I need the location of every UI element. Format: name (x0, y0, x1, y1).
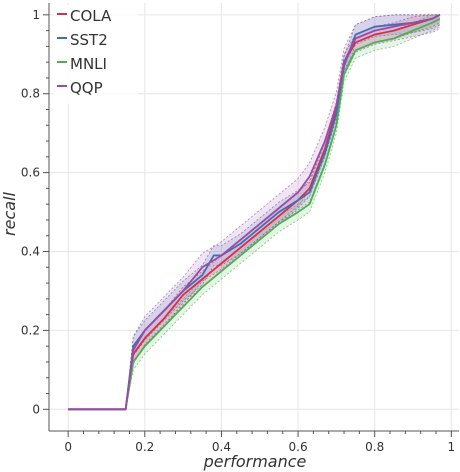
axes (43, 3, 459, 437)
legend: COLA SST2 MNLI QQP (54, 5, 138, 104)
series-line-cola (68, 14, 441, 411)
band-lower-qqp (68, 28, 441, 410)
x-axis-title: performance (203, 452, 307, 471)
y-tick-label-2: 0.4 (21, 245, 40, 259)
legend-label-sst2: SST2 (70, 31, 108, 49)
legend-label-cola: COLA (70, 7, 112, 25)
x-tick-label-2: 0.4 (212, 440, 231, 454)
grid-lines (49, 3, 459, 431)
band-sst2 (68, 14, 440, 410)
series-line-mnli (68, 17, 441, 411)
band-upper-qqp (68, 14, 440, 410)
legend-label-mnli: MNLI (70, 55, 107, 73)
legend-label-qqp: QQP (70, 79, 103, 97)
series-lines (68, 14, 441, 411)
legend-box (54, 5, 138, 104)
x-tick-label-5: 1 (448, 440, 456, 454)
band-upper-mnli (68, 14, 440, 410)
x-tick-label-4: 0.8 (365, 440, 384, 454)
x-tick-label-0: 0 (64, 440, 72, 454)
x-tick-label-3: 0.6 (289, 440, 308, 454)
x-tick-label-1: 0.2 (135, 440, 154, 454)
tick-labels: 0 0.2 0.4 0.6 0.8 1 0 0.2 0.4 0.6 0.8 1 (21, 8, 455, 454)
series-line-qqp (68, 14, 441, 411)
y-tick-label-1: 0.2 (21, 323, 40, 337)
y-tick-label-0: 0 (32, 402, 40, 416)
y-tick-label-5: 1 (32, 8, 40, 22)
y-tick-label-3: 0.6 (21, 166, 40, 180)
y-axis-title: recall (0, 191, 19, 235)
band-upper-cola (68, 14, 440, 410)
y-tick-label-4: 0.8 (21, 87, 40, 101)
band-qqp (68, 14, 440, 410)
